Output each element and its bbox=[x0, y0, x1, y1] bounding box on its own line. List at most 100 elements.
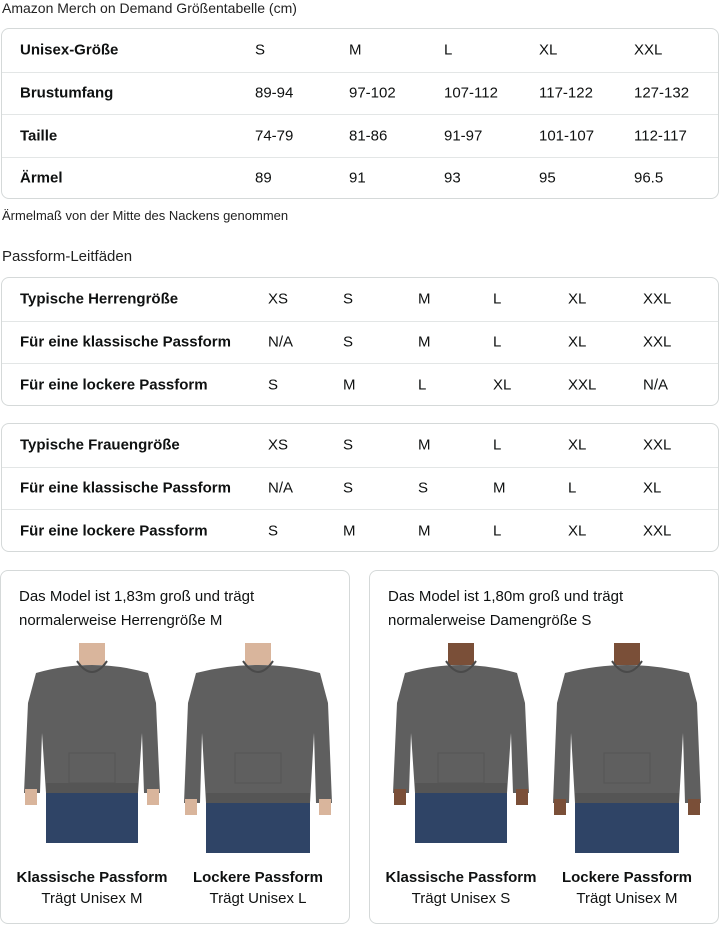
fit-name: Klassische Passform bbox=[385, 869, 537, 886]
table-cell: N/A bbox=[268, 479, 294, 497]
table-cell: L bbox=[493, 333, 502, 351]
row-label: Für eine lockere Passform bbox=[20, 522, 208, 540]
table-row: Für eine lockere Passform S M L XL XXL N/A bbox=[2, 363, 718, 405]
table-cell: XL bbox=[568, 333, 587, 351]
row-label: Ärmel bbox=[20, 169, 63, 187]
table-cell: M bbox=[343, 522, 356, 540]
men-model-card: Das Model ist 1,83m groß und trägt normal… bbox=[0, 570, 350, 924]
table-cell: L bbox=[444, 41, 453, 59]
table-cell: 112-117 bbox=[634, 127, 687, 145]
women-fit-table: Typische Frauengröße XS S M L XL XXL Für eine k… bbox=[1, 423, 719, 552]
table-cell: XL bbox=[568, 522, 587, 540]
table-cell: 91-97 bbox=[444, 127, 483, 145]
table-row: Taille 74-79 81-86 91-97 101-107 112-117 bbox=[2, 114, 718, 157]
table-cell: 89 bbox=[255, 169, 272, 187]
table-cell: XXL bbox=[568, 376, 597, 394]
table-cell: XXL bbox=[634, 41, 663, 59]
table-cell: S bbox=[418, 479, 429, 497]
women-model-card: Das Model ist 1,80m groß und trägt normal… bbox=[369, 570, 719, 924]
table-row: Für eine klassische Passform N/A S M L XL XXL bbox=[2, 320, 718, 364]
table-cell: L bbox=[493, 436, 502, 454]
fit-figure: Lockere Passform Trägt Unisex M bbox=[544, 643, 710, 907]
table-cell: S bbox=[268, 522, 279, 540]
hoodie-model-image bbox=[553, 643, 701, 853]
worn-size: Trägt Unisex L bbox=[209, 890, 307, 907]
worn-size: Trägt Unisex M bbox=[576, 890, 678, 907]
row-label: Brustumfang bbox=[20, 84, 114, 102]
table-cell: S bbox=[343, 479, 354, 497]
row-label: Für eine klassische Passform bbox=[20, 479, 231, 497]
fit-name: Lockere Passform bbox=[192, 869, 324, 886]
row-label: Typische Frauengröße bbox=[20, 436, 180, 454]
table-cell: N/A bbox=[643, 376, 669, 394]
table-cell: M bbox=[343, 376, 356, 394]
fit-name: Klassische Passform bbox=[16, 869, 168, 886]
table-cell: L bbox=[418, 376, 427, 394]
table-cell: XXL bbox=[643, 522, 672, 540]
row-label: Für eine lockere Passform bbox=[20, 376, 208, 394]
fit-figure: Klassische Passform Trägt Unisex S bbox=[378, 643, 544, 907]
table-row: Brustumfang 89-94 97-102 107-112 117-122 127-… bbox=[2, 71, 718, 115]
table-cell: 117-122 bbox=[539, 84, 593, 102]
table-row: Typische Herrengröße XS S M L XL XXL bbox=[2, 278, 718, 321]
table-cell: M bbox=[418, 290, 431, 308]
worn-size: Trägt Unisex S bbox=[411, 890, 511, 907]
fit-guide-title: Passform-Leitfäden bbox=[2, 248, 133, 265]
table-cell: XS bbox=[268, 436, 289, 454]
table-cell: 97-102 bbox=[349, 84, 396, 102]
table-row: Für eine lockere Passform S M M L XL XXL bbox=[2, 509, 718, 551]
table-cell: M bbox=[418, 522, 431, 540]
table-cell: L bbox=[493, 290, 502, 308]
table-cell: 107-112 bbox=[444, 84, 498, 102]
model-description: normalerweise Damengröße S bbox=[388, 612, 592, 629]
table-cell: S bbox=[268, 376, 279, 394]
model-description: Das Model ist 1,83m groß und trägt bbox=[19, 588, 255, 605]
table-cell: S bbox=[255, 41, 266, 59]
hoodie-model-image bbox=[24, 643, 160, 843]
table-cell: 127-132 bbox=[634, 84, 690, 102]
table-cell: 74-79 bbox=[255, 127, 294, 145]
fit-name: Lockere Passform bbox=[561, 869, 693, 886]
table-cell: XL bbox=[568, 436, 587, 454]
size-chart-title: Amazon Merch on Demand Größentabelle (cm… bbox=[2, 0, 297, 16]
table-cell: S bbox=[343, 333, 354, 351]
row-label: Taille bbox=[20, 127, 58, 145]
model-description: Das Model ist 1,80m groß und trägt bbox=[388, 588, 624, 605]
table-row: Für eine klassische Passform N/A S S M L XL bbox=[2, 466, 718, 510]
table-cell: M bbox=[349, 41, 362, 59]
fit-figure: Klassische Passform Trägt Unisex M bbox=[9, 643, 175, 907]
table-cell: 96.5 bbox=[634, 169, 664, 187]
table-cell: S bbox=[343, 436, 354, 454]
table-row: Ärmel 89 91 93 95 96.5 bbox=[2, 156, 718, 199]
table-cell: 101-107 bbox=[539, 127, 595, 145]
table-cell: 89-94 bbox=[255, 84, 294, 102]
table-cell: S bbox=[343, 290, 354, 308]
table-cell: XL bbox=[643, 479, 662, 497]
sleeve-note: Ärmelmaß von der Mitte des Nackens genom… bbox=[2, 208, 289, 223]
table-cell: M bbox=[493, 479, 506, 497]
table-cell: XS bbox=[268, 290, 289, 308]
fit-figure: Lockere Passform Trägt Unisex L bbox=[175, 643, 341, 907]
table-cell: 93 bbox=[444, 169, 461, 187]
hoodie-model-image bbox=[393, 643, 529, 843]
table-cell: L bbox=[493, 522, 502, 540]
size-table: Unisex-Größe S M L XL XXL Brustumfang 89-94 97-1… bbox=[1, 28, 719, 199]
table-cell: XXL bbox=[643, 290, 672, 308]
table-cell: XL bbox=[568, 290, 587, 308]
model-description: normalerweise Herrengröße M bbox=[19, 612, 223, 629]
table-cell: XXL bbox=[643, 333, 672, 351]
table-cell: L bbox=[568, 479, 577, 497]
table-cell: 95 bbox=[539, 169, 556, 187]
row-label: Für eine klassische Passform bbox=[20, 333, 231, 351]
table-cell: XL bbox=[539, 41, 558, 59]
table-row: Typische Frauengröße XS S M L XL XXL bbox=[2, 424, 718, 467]
hoodie-model-image bbox=[184, 643, 332, 853]
table-cell: XXL bbox=[643, 436, 672, 454]
worn-size: Trägt Unisex M bbox=[41, 890, 143, 907]
table-cell: XL bbox=[493, 376, 512, 394]
table-cell: 81-86 bbox=[349, 127, 388, 145]
table-cell: M bbox=[418, 436, 431, 454]
table-cell: 91 bbox=[349, 169, 366, 187]
row-label: Typische Herrengröße bbox=[20, 290, 179, 308]
table-cell: N/A bbox=[268, 333, 294, 351]
